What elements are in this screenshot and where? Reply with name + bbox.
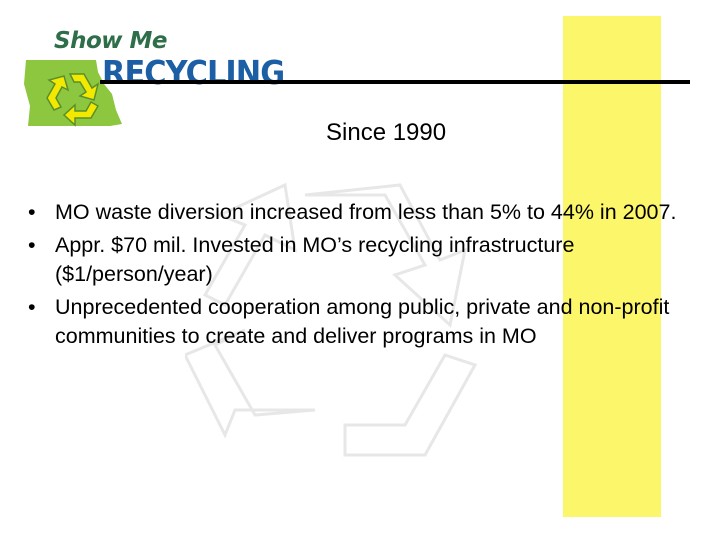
missouri-recycle-icon <box>24 60 122 127</box>
bullet-item: • Unprecedented cooperation among public… <box>28 293 678 352</box>
header-rule <box>100 80 690 84</box>
bullet-text: Unprecedented cooperation among public, … <box>55 294 670 349</box>
bullet-marker: • <box>28 294 36 319</box>
bullet-item: • Appr. $70 mil. Invested in MO’s recycl… <box>28 231 678 290</box>
logo-text-show-me: Show Me <box>54 28 167 54</box>
bullet-item: • MO waste diversion increased from less… <box>28 198 678 228</box>
recycle-watermark-icon <box>185 182 478 457</box>
slide-heading: Since 1990 <box>326 119 447 146</box>
bullet-text: Appr. $70 mil. Invested in MO’s recyclin… <box>55 232 575 287</box>
bullet-marker: • <box>28 232 36 257</box>
show-me-recycling-logo: Show Me RECYCLING <box>18 14 288 134</box>
bullet-text: MO waste diversion increased from less t… <box>55 200 677 224</box>
bullet-list: • MO waste diversion increased from less… <box>28 198 678 355</box>
yellow-accent-band <box>563 16 661 517</box>
logo-text-recycling: RECYCLING <box>102 53 285 92</box>
bullet-marker: • <box>28 200 36 224</box>
